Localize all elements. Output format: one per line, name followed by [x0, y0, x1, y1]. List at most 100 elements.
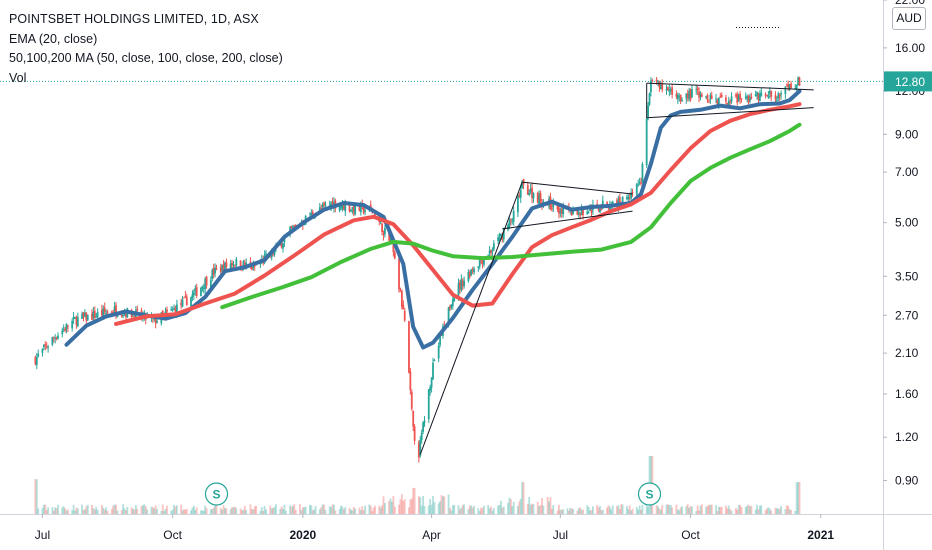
candle-body [699, 94, 702, 97]
currency-badge[interactable]: AUD [892, 7, 926, 30]
candle-body [521, 180, 524, 188]
volume-bar [100, 505, 103, 514]
volume-bar [232, 507, 235, 514]
volume-bar [358, 507, 361, 514]
candle-body [606, 202, 608, 205]
candle-body [45, 346, 48, 348]
candle-body [100, 309, 103, 316]
volume-bar [511, 506, 514, 514]
candle-body [37, 353, 40, 357]
volume-bar [440, 495, 443, 514]
volume-bar [173, 504, 175, 514]
candle-body [798, 77, 801, 86]
volume-bar [250, 508, 253, 514]
candle-body [344, 204, 347, 212]
volume-bar [487, 504, 490, 514]
volume-bar [734, 508, 737, 514]
volume-bar [301, 507, 304, 514]
candle-body [112, 312, 115, 314]
volume-bar [497, 505, 500, 514]
volume-bar [369, 505, 372, 514]
volume-bar [409, 499, 412, 514]
volume-bar [359, 510, 362, 514]
symbol-title[interactable]: POINTSBET HOLDINGS LIMITED, 1D, ASX [9, 12, 259, 26]
candle-body [116, 315, 119, 317]
volume-bar [112, 505, 115, 514]
volume-bar [661, 504, 664, 514]
candle-body [293, 225, 296, 227]
volume-bar [57, 504, 59, 514]
volume-bar [75, 507, 78, 514]
volume-bar [770, 510, 773, 514]
candle-body [328, 204, 331, 206]
volume-bar [330, 507, 333, 514]
ma-legend[interactable]: 50,100,200 MA (50, close, 100, close, 20… [9, 51, 283, 65]
candle-body [558, 207, 560, 214]
volume-bar [483, 505, 485, 514]
candle-body [500, 233, 502, 237]
volume-bar [696, 505, 699, 514]
volume-bar [766, 508, 768, 514]
volume-bar [338, 508, 341, 514]
volume-bar [86, 504, 89, 514]
volume-bar [362, 510, 365, 514]
volume-bar [55, 508, 58, 514]
volume-bar [522, 482, 525, 514]
candle-body [458, 282, 461, 289]
volume-bar [209, 509, 212, 514]
volume-bar [265, 509, 267, 514]
volume-bar [659, 509, 662, 514]
volume-bar [253, 506, 256, 514]
volume-bar [212, 507, 215, 514]
candle-body [171, 309, 174, 311]
volume-bar [439, 501, 441, 514]
volume-bar [688, 507, 691, 514]
volume-bar [412, 487, 415, 514]
candle-body [381, 223, 383, 233]
volume-bar [645, 505, 648, 514]
candle-body [205, 276, 208, 286]
candle-body [125, 314, 127, 318]
volume-bar [788, 509, 791, 514]
ema-legend[interactable]: EMA (20, close) [9, 31, 98, 46]
candle-body [222, 264, 225, 273]
candle-body [695, 89, 698, 91]
candle-body [706, 95, 709, 100]
volume-bar [518, 501, 521, 514]
candle-body [766, 94, 768, 96]
volume-bar [328, 506, 331, 514]
volume-bar [130, 507, 133, 514]
candle-body [75, 316, 78, 325]
candle-body [392, 239, 395, 252]
volume-bar [52, 510, 55, 514]
candle-body [630, 192, 633, 199]
candle-body [106, 311, 109, 313]
candle-body [784, 86, 787, 95]
volume-bar [616, 506, 618, 514]
volume-bar [351, 510, 354, 514]
volume-bar [93, 509, 96, 514]
volume-bar [463, 504, 466, 514]
candle-body [589, 207, 591, 211]
candle-body [727, 100, 730, 107]
volume-bar [785, 505, 788, 514]
volume-bar [719, 507, 722, 514]
volume-bar [471, 507, 474, 514]
volume-bar [35, 479, 38, 514]
candle-body [552, 202, 555, 208]
vol-legend[interactable]: Vol [9, 70, 27, 85]
candle-body [122, 314, 125, 316]
volume-bar [678, 510, 681, 514]
volume-bar [667, 504, 669, 514]
candle-body [181, 299, 184, 307]
volume-bar [758, 505, 761, 514]
volume-bar [647, 506, 649, 514]
candle-body [283, 237, 286, 243]
volume-bar [777, 508, 780, 514]
volume-bar [597, 507, 600, 514]
candle-body [96, 312, 99, 317]
candle-body [481, 260, 484, 264]
volume-bar [443, 496, 446, 514]
